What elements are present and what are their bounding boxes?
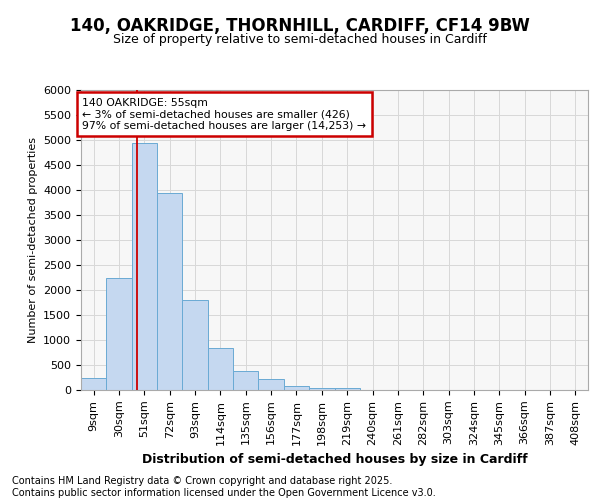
Bar: [284, 386, 309, 390]
Y-axis label: Number of semi-detached properties: Number of semi-detached properties: [28, 137, 38, 343]
Bar: [335, 388, 360, 390]
Bar: [106, 278, 132, 390]
Text: Contains HM Land Registry data © Crown copyright and database right 2025.
Contai: Contains HM Land Registry data © Crown c…: [12, 476, 436, 498]
Bar: [81, 378, 106, 390]
Bar: [157, 192, 182, 390]
X-axis label: Distribution of semi-detached houses by size in Cardiff: Distribution of semi-detached houses by …: [142, 453, 527, 466]
Bar: [259, 379, 284, 390]
Bar: [233, 371, 259, 390]
Text: 140, OAKRIDGE, THORNHILL, CARDIFF, CF14 9BW: 140, OAKRIDGE, THORNHILL, CARDIFF, CF14 …: [70, 18, 530, 36]
Bar: [309, 388, 335, 390]
Text: Size of property relative to semi-detached houses in Cardiff: Size of property relative to semi-detach…: [113, 32, 487, 46]
Text: 140 OAKRIDGE: 55sqm
← 3% of semi-detached houses are smaller (426)
97% of semi-d: 140 OAKRIDGE: 55sqm ← 3% of semi-detache…: [82, 98, 366, 130]
Bar: [182, 300, 208, 390]
Bar: [132, 142, 157, 390]
Bar: [208, 348, 233, 390]
